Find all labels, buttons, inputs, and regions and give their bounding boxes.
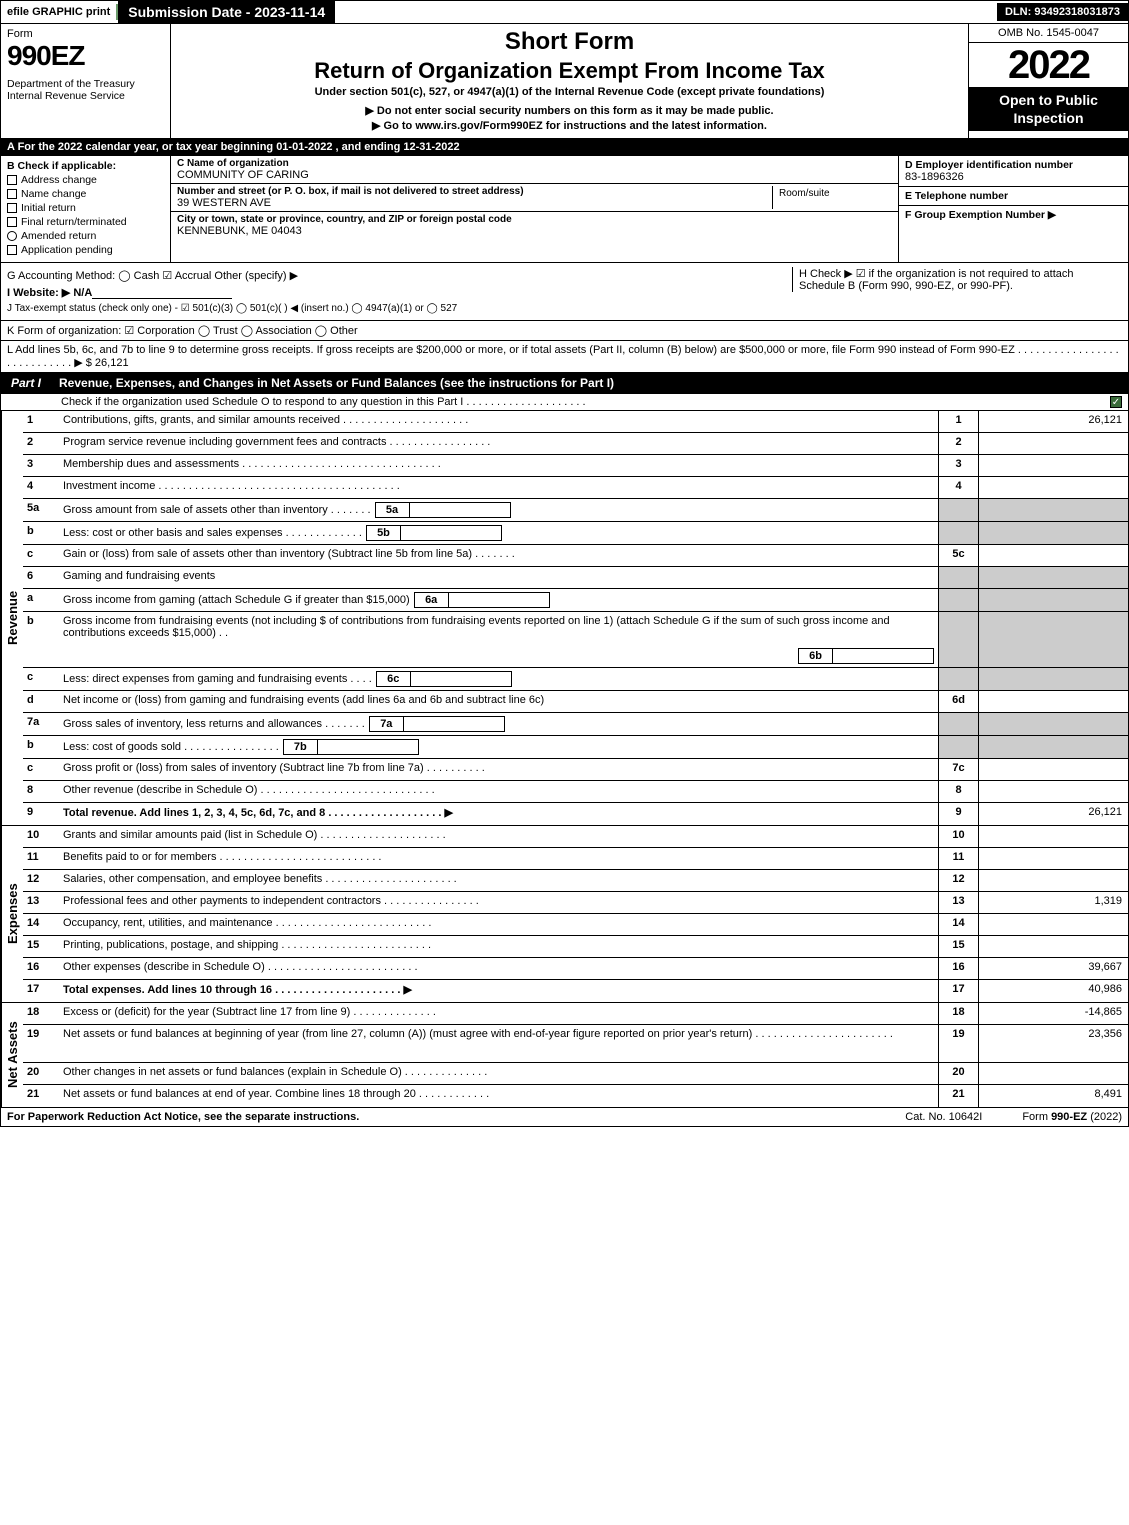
- submission-date: Submission Date - 2023-11-14: [118, 1, 335, 23]
- return-title: Return of Organization Exempt From Incom…: [179, 58, 960, 84]
- section-g: G Accounting Method: ◯ Cash ☑ Accrual Ot…: [7, 267, 792, 284]
- open-to-public: Open to Public Inspection: [969, 87, 1128, 131]
- city-label: City or town, state or province, country…: [177, 214, 892, 225]
- section-b: B Check if applicable: Address change Na…: [1, 156, 171, 262]
- checkbox-initial-return[interactable]: [7, 203, 17, 213]
- efile-label: efile GRAPHIC print: [1, 4, 118, 20]
- section-l: L Add lines 5b, 6c, and 7b to line 9 to …: [0, 341, 1129, 373]
- form-header: Form 990EZ Department of the Treasury In…: [0, 24, 1129, 139]
- section-d: D Employer identification number 83-1896…: [898, 156, 1128, 262]
- header-center: Short Form Return of Organization Exempt…: [171, 24, 968, 138]
- ein-value: 83-1896326: [905, 171, 1122, 183]
- form-number: 990EZ: [7, 40, 164, 72]
- section-i: I Website: ▶ N/A: [7, 287, 92, 299]
- expenses-side-label: Expenses: [1, 826, 23, 1002]
- telephone-label: E Telephone number: [905, 190, 1122, 202]
- info-grid: B Check if applicable: Address change Na…: [0, 156, 1129, 263]
- goto-link: ▶ Go to www.irs.gov/Form990EZ for instru…: [179, 119, 960, 132]
- paperwork-notice: For Paperwork Reduction Act Notice, see …: [7, 1111, 359, 1123]
- page-footer: For Paperwork Reduction Act Notice, see …: [0, 1108, 1129, 1127]
- line-16-amount: 39,667: [978, 958, 1128, 979]
- checkbox-address-change[interactable]: [7, 175, 17, 185]
- part-1-checkline: Check if the organization used Schedule …: [0, 394, 1129, 411]
- ein-label: D Employer identification number: [905, 159, 1122, 171]
- omb-number: OMB No. 1545-0047: [969, 24, 1128, 43]
- section-h: H Check ▶ ☑ if the organization is not r…: [792, 267, 1122, 292]
- netassets-table: Net Assets 18Excess or (deficit) for the…: [0, 1003, 1129, 1108]
- section-a-line: A For the 2022 calendar year, or tax yea…: [0, 139, 1129, 156]
- checkbox-application-pending[interactable]: [7, 245, 17, 255]
- header-right: OMB No. 1545-0047 2022 Open to Public In…: [968, 24, 1128, 138]
- part-1-header: Part I Revenue, Expenses, and Changes in…: [0, 373, 1129, 394]
- room-suite-label: Room/suite: [772, 186, 892, 209]
- section-j: J Tax-exempt status (check only one) - ☑…: [7, 301, 792, 316]
- part-1-tag: Part I: [1, 373, 51, 393]
- ssn-warning: ▶ Do not enter social security numbers o…: [179, 104, 960, 117]
- checkbox-name-change[interactable]: [7, 189, 17, 199]
- checkbox-amended-return[interactable]: [7, 231, 17, 241]
- dln-label: DLN: 93492318031873: [997, 3, 1128, 21]
- schedule-o-checkbox[interactable]: [1110, 396, 1122, 408]
- city-value: KENNEBUNK, ME 04043: [177, 225, 892, 237]
- under-section: Under section 501(c), 527, or 4947(a)(1)…: [179, 86, 960, 98]
- line-21-amount: 8,491: [978, 1085, 1128, 1107]
- website-underline: [92, 287, 232, 299]
- gh-row: G Accounting Method: ◯ Cash ☑ Accrual Ot…: [0, 263, 1129, 321]
- group-exemption-label: F Group Exemption Number ▶: [905, 209, 1122, 221]
- expenses-table: Expenses 10Grants and similar amounts pa…: [0, 826, 1129, 1003]
- line-1-amount: 26,121: [978, 411, 1128, 432]
- org-name: COMMUNITY OF CARING: [177, 169, 892, 181]
- line-19-amount: 23,356: [978, 1025, 1128, 1062]
- gh-left: G Accounting Method: ◯ Cash ☑ Accrual Ot…: [7, 267, 792, 316]
- section-b-header: B Check if applicable:: [7, 160, 164, 172]
- line-9-amount: 26,121: [978, 803, 1128, 825]
- form-ref: Form 990-EZ (2022): [1022, 1111, 1122, 1123]
- revenue-side-label: Revenue: [1, 411, 23, 825]
- part-1-check-text: Check if the organization used Schedule …: [61, 396, 586, 408]
- short-form-title: Short Form: [179, 28, 960, 56]
- street-label: Number and street (or P. O. box, if mail…: [177, 186, 772, 197]
- cat-number: Cat. No. 10642I: [905, 1111, 982, 1123]
- street-value: 39 WESTERN AVE: [177, 197, 772, 209]
- tax-year: 2022: [969, 43, 1128, 87]
- header-left: Form 990EZ Department of the Treasury In…: [1, 24, 171, 138]
- line-13-amount: 1,319: [978, 892, 1128, 913]
- top-bar: efile GRAPHIC print Submission Date - 20…: [0, 0, 1129, 24]
- section-c: C Name of organization COMMUNITY OF CARI…: [171, 156, 898, 262]
- department-label: Department of the Treasury Internal Reve…: [7, 78, 164, 102]
- line-17-amount: 40,986: [978, 980, 1128, 1002]
- section-k: K Form of organization: ☑ Corporation ◯ …: [0, 321, 1129, 341]
- part-1-title: Revenue, Expenses, and Changes in Net As…: [51, 373, 1128, 393]
- org-name-label: C Name of organization: [177, 158, 892, 169]
- checkbox-final-return[interactable]: [7, 217, 17, 227]
- revenue-table: Revenue 1Contributions, gifts, grants, a…: [0, 411, 1129, 826]
- form-word: Form: [7, 28, 164, 40]
- netassets-side-label: Net Assets: [1, 1003, 23, 1107]
- line-18-amount: -14,865: [978, 1003, 1128, 1024]
